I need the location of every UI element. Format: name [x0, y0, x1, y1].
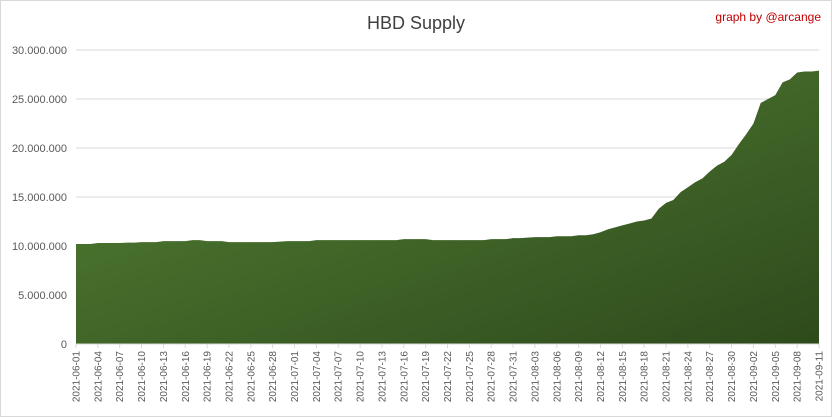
x-tick-label-26: 2021-08-18 — [640, 351, 651, 403]
x-tick-label-21: 2021-08-03 — [530, 351, 541, 403]
x-tick-label-14: 2021-07-13 — [377, 351, 388, 403]
y-tick-label-5: 25.000.000 — [12, 94, 67, 106]
x-tick-label-13: 2021-07-10 — [356, 351, 367, 403]
x-tick-label-15: 2021-07-16 — [399, 351, 410, 403]
x-tick-label-12: 2021-07-07 — [334, 351, 345, 403]
y-tick-label-3: 15.000.000 — [12, 192, 67, 204]
area-series — [76, 70, 819, 344]
y-tick-label-1: 5.000.000 — [18, 290, 67, 302]
x-tick-label-22: 2021-08-06 — [552, 351, 563, 403]
x-tick-label-32: 2021-09-05 — [771, 351, 782, 403]
x-tick-label-1: 2021-06-04 — [93, 351, 104, 403]
y-tick-label-0: 0 — [61, 339, 67, 351]
x-tick-label-34: 2021-09-11 — [815, 351, 826, 402]
x-tick-label-2: 2021-06-07 — [115, 351, 126, 403]
x-tick-label-20: 2021-07-31 — [509, 351, 520, 403]
x-tick-label-0: 2021-06-01 — [72, 351, 83, 403]
x-tick-label-9: 2021-06-28 — [268, 351, 279, 403]
y-tick-label-6: 30.000.000 — [12, 45, 67, 57]
x-tick-label-27: 2021-08-21 — [662, 351, 673, 403]
x-axis: 2021-06-01 2021-06-04 2021-06-07 2021-06-10… — [72, 343, 826, 403]
x-tick-label-33: 2021-09-08 — [793, 351, 804, 403]
x-tick-label-7: 2021-06-22 — [224, 351, 235, 403]
x-tick-label-5: 2021-06-16 — [181, 351, 192, 403]
x-tick-label-3: 2021-06-10 — [137, 351, 148, 403]
x-tick-label-23: 2021-08-09 — [574, 351, 585, 403]
x-tick-label-25: 2021-08-15 — [618, 351, 629, 403]
x-tick-label-6: 2021-06-19 — [203, 351, 214, 403]
x-tick-label-16: 2021-07-19 — [421, 351, 432, 403]
area-fill — [76, 70, 819, 344]
x-tick-label-8: 2021-06-25 — [246, 351, 257, 403]
x-tick-label-10: 2021-07-01 — [290, 351, 301, 403]
x-tick-label-28: 2021-08-24 — [683, 351, 694, 403]
y-axis: 0 5.000.000 10.000.000 15.000.000 20.000.000… — [12, 45, 67, 351]
x-tick-label-29: 2021-08-27 — [705, 351, 716, 403]
x-tick-label-24: 2021-08-12 — [596, 351, 607, 403]
x-tick-label-19: 2021-07-28 — [487, 351, 498, 403]
x-tick-label-30: 2021-08-30 — [727, 351, 738, 403]
credit-label: graph by @arcange — [715, 10, 821, 24]
y-tick-label-2: 10.000.000 — [12, 241, 67, 253]
x-tick-label-17: 2021-07-22 — [443, 351, 454, 403]
x-tick-label-4: 2021-06-13 — [159, 351, 170, 403]
y-tick-label-4: 20.000.000 — [12, 143, 67, 155]
chart-title: HBD Supply — [366, 13, 466, 33]
x-tick-label-18: 2021-07-25 — [465, 351, 476, 403]
x-tick-label-31: 2021-09-02 — [749, 351, 760, 403]
x-tick-label-11: 2021-07-04 — [312, 351, 323, 403]
